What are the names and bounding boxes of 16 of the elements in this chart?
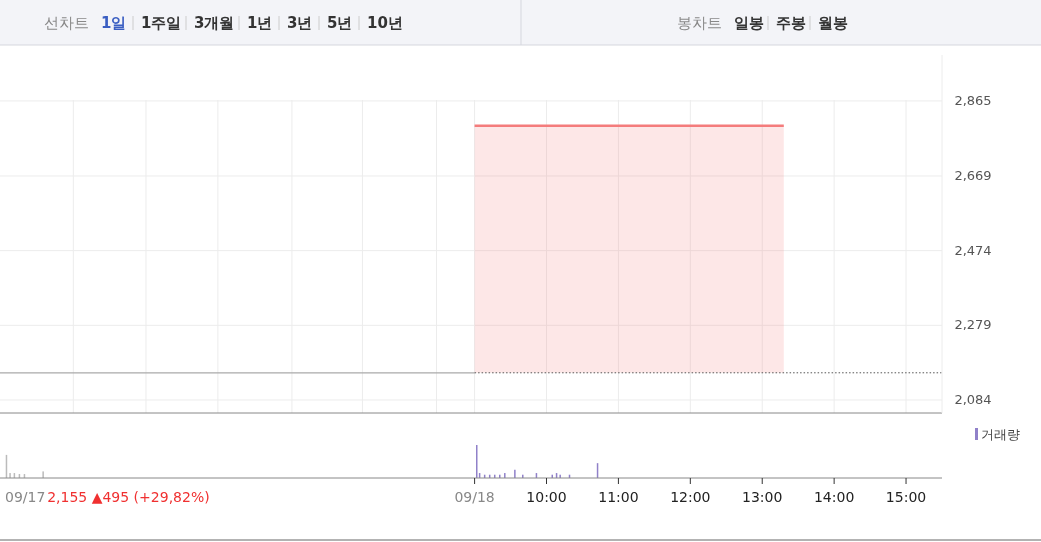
x-tick-label: 15:00 bbox=[885, 489, 927, 505]
x-tick-label: 09/18 bbox=[454, 489, 495, 505]
toolbar: 선차트 1일 1주일 3개월 1년 3년 5년 10년 봉차트 일봉 주봉 월봉 bbox=[0, 0, 1041, 46]
x-tick-label: 09/17 bbox=[4, 489, 46, 505]
x-tick-label: 14:00 bbox=[813, 489, 855, 505]
x-tick-label: 10:00 bbox=[526, 489, 567, 505]
y-tick-label: 2,279 bbox=[954, 317, 992, 333]
x-tick-label: 12:00 bbox=[670, 489, 711, 505]
x-tick-label: 11:00 bbox=[598, 489, 639, 505]
x-tick-label: 13:00 bbox=[742, 489, 783, 505]
y-tick-label: 2,865 bbox=[954, 92, 992, 108]
y-tick-label: 2,669 bbox=[954, 167, 992, 183]
legend-label: 거래량 bbox=[981, 427, 1020, 442]
y-tick-label: 2,084 bbox=[954, 391, 992, 407]
y-tick-label: 2,474 bbox=[954, 242, 992, 258]
text: 2,155 ▲495 (+29,82%) bbox=[47, 489, 210, 505]
